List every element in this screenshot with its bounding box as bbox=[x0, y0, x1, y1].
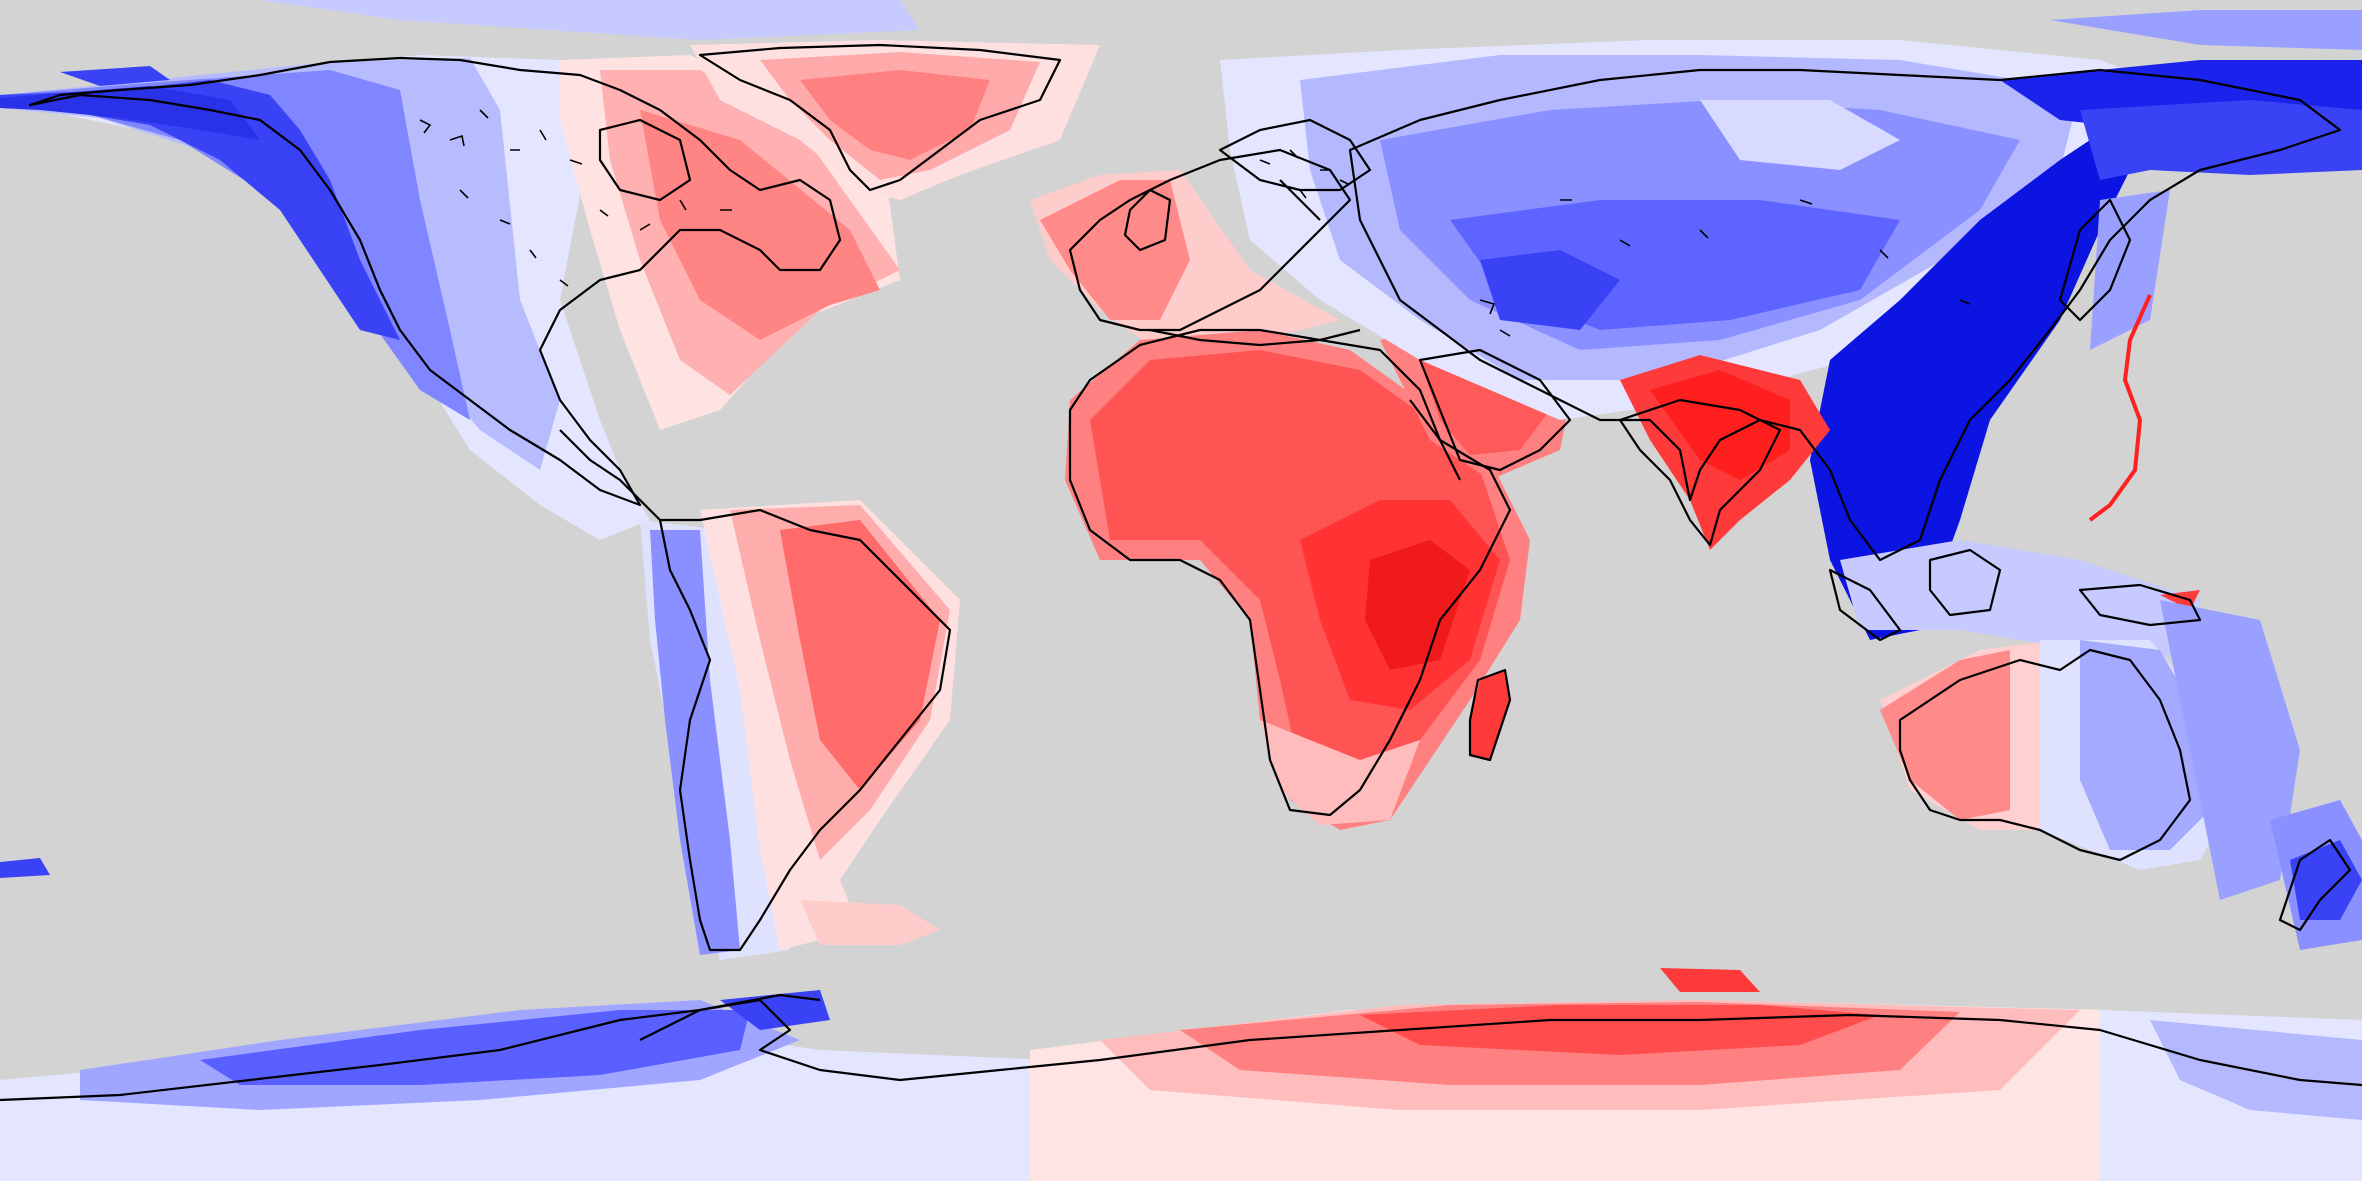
lake-speckle-2 bbox=[1259, 149, 1349, 199]
coast-japan bbox=[2058, 198, 2132, 322]
coast-madagascar bbox=[1468, 668, 1512, 762]
na-east-band-3 bbox=[640, 110, 880, 340]
coast-australia bbox=[1898, 648, 2192, 862]
coast-scandinavia bbox=[1218, 118, 1372, 192]
asia-lakes-texture bbox=[1479, 199, 1971, 337]
top-right-blue-strip bbox=[2050, 10, 2362, 50]
siberia-east-mid bbox=[2080, 100, 2362, 180]
coast-new-zealand bbox=[2278, 838, 2352, 932]
coast-central-america bbox=[559, 429, 661, 521]
top-edge-blue-strip bbox=[260, 0, 920, 40]
southern-africa-pink bbox=[1260, 720, 1420, 825]
greenland-inner bbox=[800, 70, 990, 160]
coast-arabia bbox=[1418, 348, 1572, 472]
antarctica-far-east-band bbox=[2150, 1020, 2362, 1120]
alaska-deep bbox=[0, 86, 260, 140]
coast-hudson-bay bbox=[598, 118, 692, 202]
coastlines bbox=[0, 43, 2362, 1102]
coast-uk bbox=[1123, 188, 1172, 252]
region-antarctica-far-east bbox=[2100, 1010, 2362, 1181]
lake-speckle-1 bbox=[419, 109, 732, 287]
na-west-band-3 bbox=[0, 70, 470, 420]
aus-west-inner bbox=[1880, 650, 2010, 820]
na-west-band-2 bbox=[0, 58, 560, 470]
na-west-band-4 bbox=[0, 80, 400, 340]
region-south-america-west bbox=[640, 520, 790, 960]
japan-trench-red-line bbox=[2088, 294, 2152, 522]
east-asia-deep bbox=[1810, 120, 2140, 640]
canada-lakes-texture bbox=[419, 109, 732, 287]
patagonia-pink bbox=[800, 900, 940, 945]
region-australia-east bbox=[2040, 600, 2300, 900]
region-australia-west bbox=[1880, 640, 2060, 830]
antarctica-west-band-3 bbox=[200, 1010, 750, 1085]
sa-east-band-3 bbox=[780, 520, 940, 790]
pacific-islands-blue bbox=[60, 66, 170, 86]
coast-new-guinea bbox=[2078, 583, 2202, 627]
east-africa-deep bbox=[1365, 540, 1470, 670]
coast-sumatra bbox=[1828, 568, 1902, 642]
coast-south-america bbox=[658, 508, 952, 952]
india-inner bbox=[1650, 370, 1790, 480]
europe-inner bbox=[1040, 180, 1190, 320]
sa-west-band-2 bbox=[650, 530, 740, 955]
lake-speckle-3 bbox=[1479, 199, 1971, 337]
scandinavia-lakes-texture bbox=[1259, 149, 1349, 199]
tibet-blue bbox=[1480, 250, 1620, 330]
coast-red-sea bbox=[1409, 399, 1461, 481]
coast-asia bbox=[1348, 68, 2342, 562]
region-antarctica-west bbox=[0, 990, 1050, 1181]
coast-africa bbox=[1068, 328, 1512, 817]
southern-ocean-red-isle bbox=[1660, 968, 1760, 992]
region-east-asia bbox=[1810, 60, 2362, 640]
coast-antarctica bbox=[0, 998, 2362, 1102]
madagascar bbox=[1470, 670, 1510, 760]
coast-borneo bbox=[1928, 548, 2002, 617]
region-north-america-west bbox=[0, 55, 650, 540]
aus-east-inner bbox=[2080, 640, 2220, 850]
coast-antarctic-peninsula bbox=[639, 993, 821, 1041]
region-greenland bbox=[690, 40, 1100, 200]
pacific-east-band bbox=[2160, 600, 2300, 900]
region-africa bbox=[1065, 330, 1530, 830]
region-south-america-east bbox=[700, 500, 960, 950]
siberia-pale-patch bbox=[1700, 100, 1900, 170]
coast-greenland bbox=[698, 43, 1062, 192]
small-islands-west-blue bbox=[0, 858, 50, 878]
coast-mediterranean bbox=[1149, 328, 1361, 347]
japan-east-edge bbox=[2090, 190, 2170, 350]
coast-north-america bbox=[28, 56, 842, 507]
coast-india bbox=[1618, 398, 1782, 547]
coast-baltic bbox=[1279, 179, 1321, 221]
region-india bbox=[1620, 355, 1830, 550]
